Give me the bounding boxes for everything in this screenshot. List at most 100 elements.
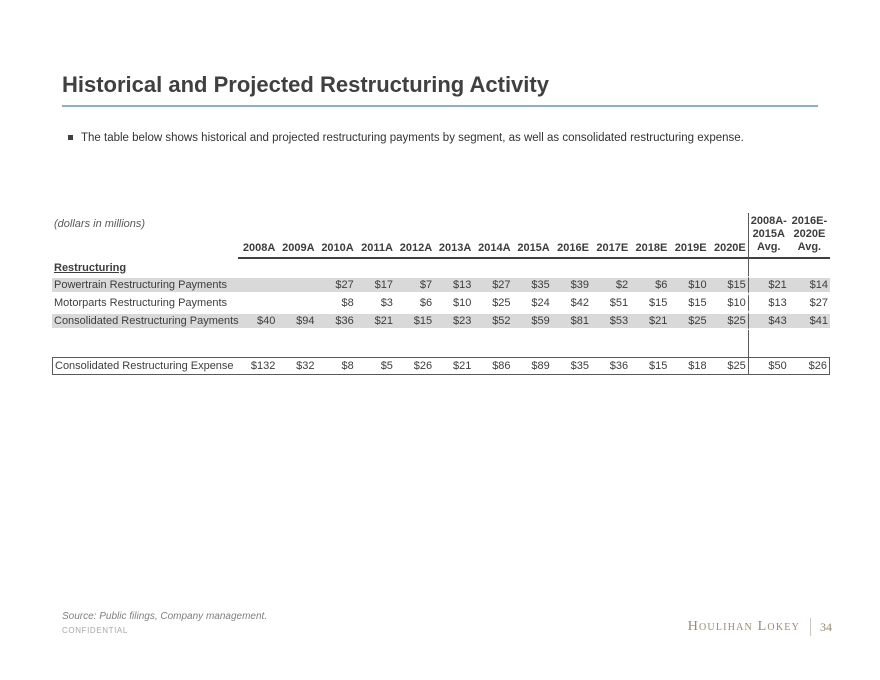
value-cell: $6 (630, 276, 670, 294)
empty-cell (591, 259, 630, 276)
bullet-square-icon (68, 135, 73, 140)
value-cell: $52 (473, 312, 513, 330)
table-row: Consolidated Restructuring Payments $40 $9… (52, 312, 830, 330)
value-cell: $6 (419, 297, 433, 309)
empty-cell (513, 259, 552, 276)
year-column-header: 2019E (669, 213, 709, 259)
empty-cell (630, 330, 669, 357)
empty-cell (317, 330, 356, 357)
spacer-row (52, 330, 830, 357)
value-cell: $25 (669, 312, 709, 330)
year-column-header: 2012A (394, 213, 435, 259)
value-cell: $15 (649, 297, 668, 309)
section-label: Restructuring (54, 262, 127, 274)
empty-cell (238, 259, 277, 276)
year-column-header: 2015A (512, 213, 552, 259)
footer-right: Houlihan Lokey 34 (688, 618, 832, 636)
value-cell: $8 (341, 297, 354, 309)
value-cell: $2 (590, 276, 631, 294)
empty-cell (669, 259, 708, 276)
value-cell: $27 (473, 276, 513, 294)
total-value-cell: $86 (473, 357, 513, 375)
value-cell (238, 276, 278, 294)
value-cell: $81 (551, 312, 591, 330)
value-cell (277, 294, 316, 312)
title-block: Historical and Projected Restructuring A… (62, 72, 818, 107)
total-value-cell: $89 (512, 357, 552, 375)
value-cell: $21 (355, 312, 395, 330)
empty-cell (277, 330, 316, 357)
total-value-cell: $5 (355, 357, 395, 375)
header-corner-cell (52, 213, 238, 259)
value-cell: $40 (238, 312, 278, 330)
empty-cell (747, 259, 789, 276)
empty-cell (513, 330, 552, 357)
avg-value-cell: $21 (747, 276, 789, 294)
total-value-cell: $132 (238, 357, 278, 375)
empty-cell (395, 259, 434, 276)
total-avg-cell: $50 (747, 357, 789, 375)
value-cell: $51 (609, 297, 629, 309)
total-value-cell: $35 (551, 357, 591, 375)
table-wrap: 2008A 2009A 2010A 2011A 2012A 2013A 2014A 2015A… (52, 213, 830, 375)
table-row: Powertrain Restructuring Payments $27 $17 $… (52, 276, 830, 294)
page-title: Historical and Projected Restructuring A… (62, 72, 549, 97)
total-value-cell: $15 (630, 357, 670, 375)
empty-cell (356, 330, 395, 357)
value-cell: $15 (394, 312, 435, 330)
avg-value-cell: $27 (809, 297, 828, 309)
empty-cell (434, 259, 473, 276)
restructuring-table: 2008A 2009A 2010A 2011A 2012A 2013A 2014A 2015A… (52, 213, 830, 375)
row-label: Powertrain Restructuring Payments (52, 276, 239, 294)
year-column-header: 2010A (316, 213, 356, 259)
year-column-header: 2008A (238, 213, 278, 259)
empty-cell (709, 259, 748, 276)
value-cell: $10 (669, 276, 709, 294)
value-cell: $7 (394, 276, 435, 294)
empty-cell (52, 330, 238, 357)
empty-cell (789, 259, 830, 276)
value-cell: $59 (512, 312, 552, 330)
value-cell: $42 (570, 297, 589, 309)
year-column-header: 2014A (473, 213, 513, 259)
empty-cell (434, 330, 473, 357)
year-column-header: 2018E (630, 213, 670, 259)
value-cell: $17 (355, 276, 395, 294)
table-header-row: 2008A 2009A 2010A 2011A 2012A 2013A 2014A 2015A… (52, 213, 830, 259)
value-cell: $23 (434, 312, 474, 330)
total-row: Consolidated Restructuring Expense $132 $3… (52, 357, 830, 375)
total-value-cell: $21 (434, 357, 474, 375)
avg-column-header: 2008A- 2015A Avg. (747, 213, 789, 259)
value-cell: $3 (380, 297, 393, 309)
value-cell: $13 (434, 276, 474, 294)
value-cell (277, 276, 317, 294)
year-column-header: 2009A (277, 213, 317, 259)
empty-cell (630, 259, 669, 276)
value-cell: $27 (316, 276, 356, 294)
year-column-header: 2011A (355, 213, 395, 259)
empty-cell (277, 259, 316, 276)
units-note: (dollars in millions) (54, 218, 146, 230)
value-cell: $10 (452, 297, 472, 309)
empty-cell (317, 259, 356, 276)
total-value-cell: $26 (394, 357, 435, 375)
empty-cell (709, 330, 748, 357)
value-cell: $25 (492, 297, 511, 309)
year-column-header: 2020E (708, 213, 748, 259)
value-cell: $15 (688, 297, 707, 309)
avg-value-cell: $14 (788, 276, 830, 294)
avg-column-header: 2016E- 2020E Avg. (788, 213, 830, 259)
total-avg-cell: $26 (788, 357, 830, 375)
total-value-cell: $8 (316, 357, 356, 375)
empty-cell (356, 259, 395, 276)
total-value-cell: $25 (708, 357, 748, 375)
value-cell: $36 (316, 312, 356, 330)
section-row: Restructuring (52, 259, 830, 276)
empty-cell (552, 259, 591, 276)
avg-value-cell: $43 (747, 312, 789, 330)
value-cell: $39 (551, 276, 591, 294)
avg-value-cell: $13 (747, 294, 789, 312)
empty-cell (789, 330, 830, 357)
empty-cell (473, 259, 512, 276)
total-value-cell: $18 (669, 357, 709, 375)
